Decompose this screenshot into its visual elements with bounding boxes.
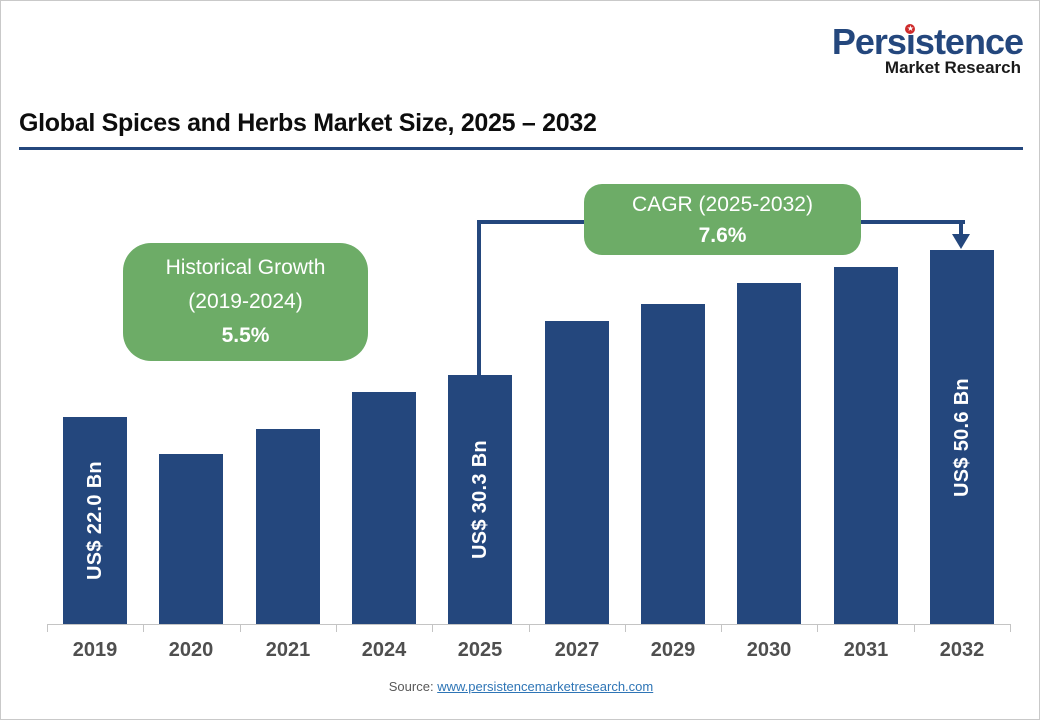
source-line: Source: www.persistencemarketresearch.co…: [1, 679, 1039, 694]
brand-letter-i: ı ★: [905, 21, 916, 62]
bar-2030: [737, 283, 801, 624]
bar-2027: [545, 321, 609, 624]
source-link[interactable]: www.persistencemarketresearch.com: [437, 679, 654, 694]
cagr-callout: CAGR (2025-2032) 7.6%: [584, 184, 861, 255]
year-label-2020: 2020: [168, 639, 214, 661]
year-label-2032: 2032: [939, 639, 985, 661]
axis-tick: [914, 624, 915, 632]
historical-growth-line2: (2019-2024): [188, 290, 303, 313]
bar-2024: [352, 392, 416, 624]
axis-tick: [1010, 624, 1011, 632]
bar-2019: US$ 22.0 Bn: [63, 417, 127, 624]
bar-2029: [641, 304, 705, 624]
brand-logo: Persı ★ stence Market Research: [831, 21, 1024, 78]
bar-2025: US$ 30.3 Bn: [448, 375, 512, 624]
axis-tick: [432, 624, 433, 632]
historical-growth-callout: Historical Growth (2019-2024) 5.5%: [123, 243, 368, 361]
page-title: Global Spices and Herbs Market Size, 202…: [19, 109, 597, 137]
historical-growth-line1: Historical Growth: [165, 256, 326, 279]
source-prefix: Source:: [388, 679, 434, 694]
brand-wordmark: Persı ★ stence: [831, 21, 1024, 62]
bar-2020: [159, 454, 223, 624]
axis-tick: [47, 624, 48, 632]
historical-growth-value: 5.5%: [221, 324, 270, 347]
arrow-down-icon: [952, 234, 970, 249]
cagr-value: 7.6%: [698, 223, 747, 247]
year-label-2031: 2031: [843, 639, 889, 661]
axis-tick: [625, 624, 626, 632]
year-label-2029: 2029: [650, 639, 696, 661]
year-label-2024: 2024: [361, 639, 407, 661]
axis-tick: [240, 624, 241, 632]
axis-tick: [817, 624, 818, 632]
bar-2021: [256, 429, 320, 624]
brand-part1: Pers: [831, 21, 907, 62]
star-icon: ★: [905, 24, 916, 34]
bar-value-label-2019: US$ 22.0 Bn: [83, 461, 106, 580]
brand-part2: stence: [914, 21, 1024, 62]
year-label-2019: 2019: [72, 639, 118, 661]
cagr-line1: CAGR (2025-2032): [632, 192, 813, 216]
year-label-2027: 2027: [554, 639, 600, 661]
cagr-bracket-right-segment: [959, 220, 963, 234]
axis-tick: [336, 624, 337, 632]
axis-tick: [529, 624, 530, 632]
bar-value-label-2025: US$ 30.3 Bn: [468, 440, 491, 559]
title-underline: [19, 147, 1023, 150]
bar-2031: [834, 267, 898, 624]
x-axis-line: [47, 624, 1010, 625]
cagr-bracket-left-segment: [477, 220, 481, 376]
bar-2032: US$ 50.6 Bn: [930, 250, 994, 624]
axis-tick: [721, 624, 722, 632]
year-label-2030: 2030: [746, 639, 792, 661]
year-label-2021: 2021: [265, 639, 311, 661]
year-label-2025: 2025: [457, 639, 503, 661]
brand-subtitle: Market Research: [884, 58, 1021, 77]
axis-tick: [143, 624, 144, 632]
bar-value-label-2032: US$ 50.6 Bn: [950, 377, 973, 497]
